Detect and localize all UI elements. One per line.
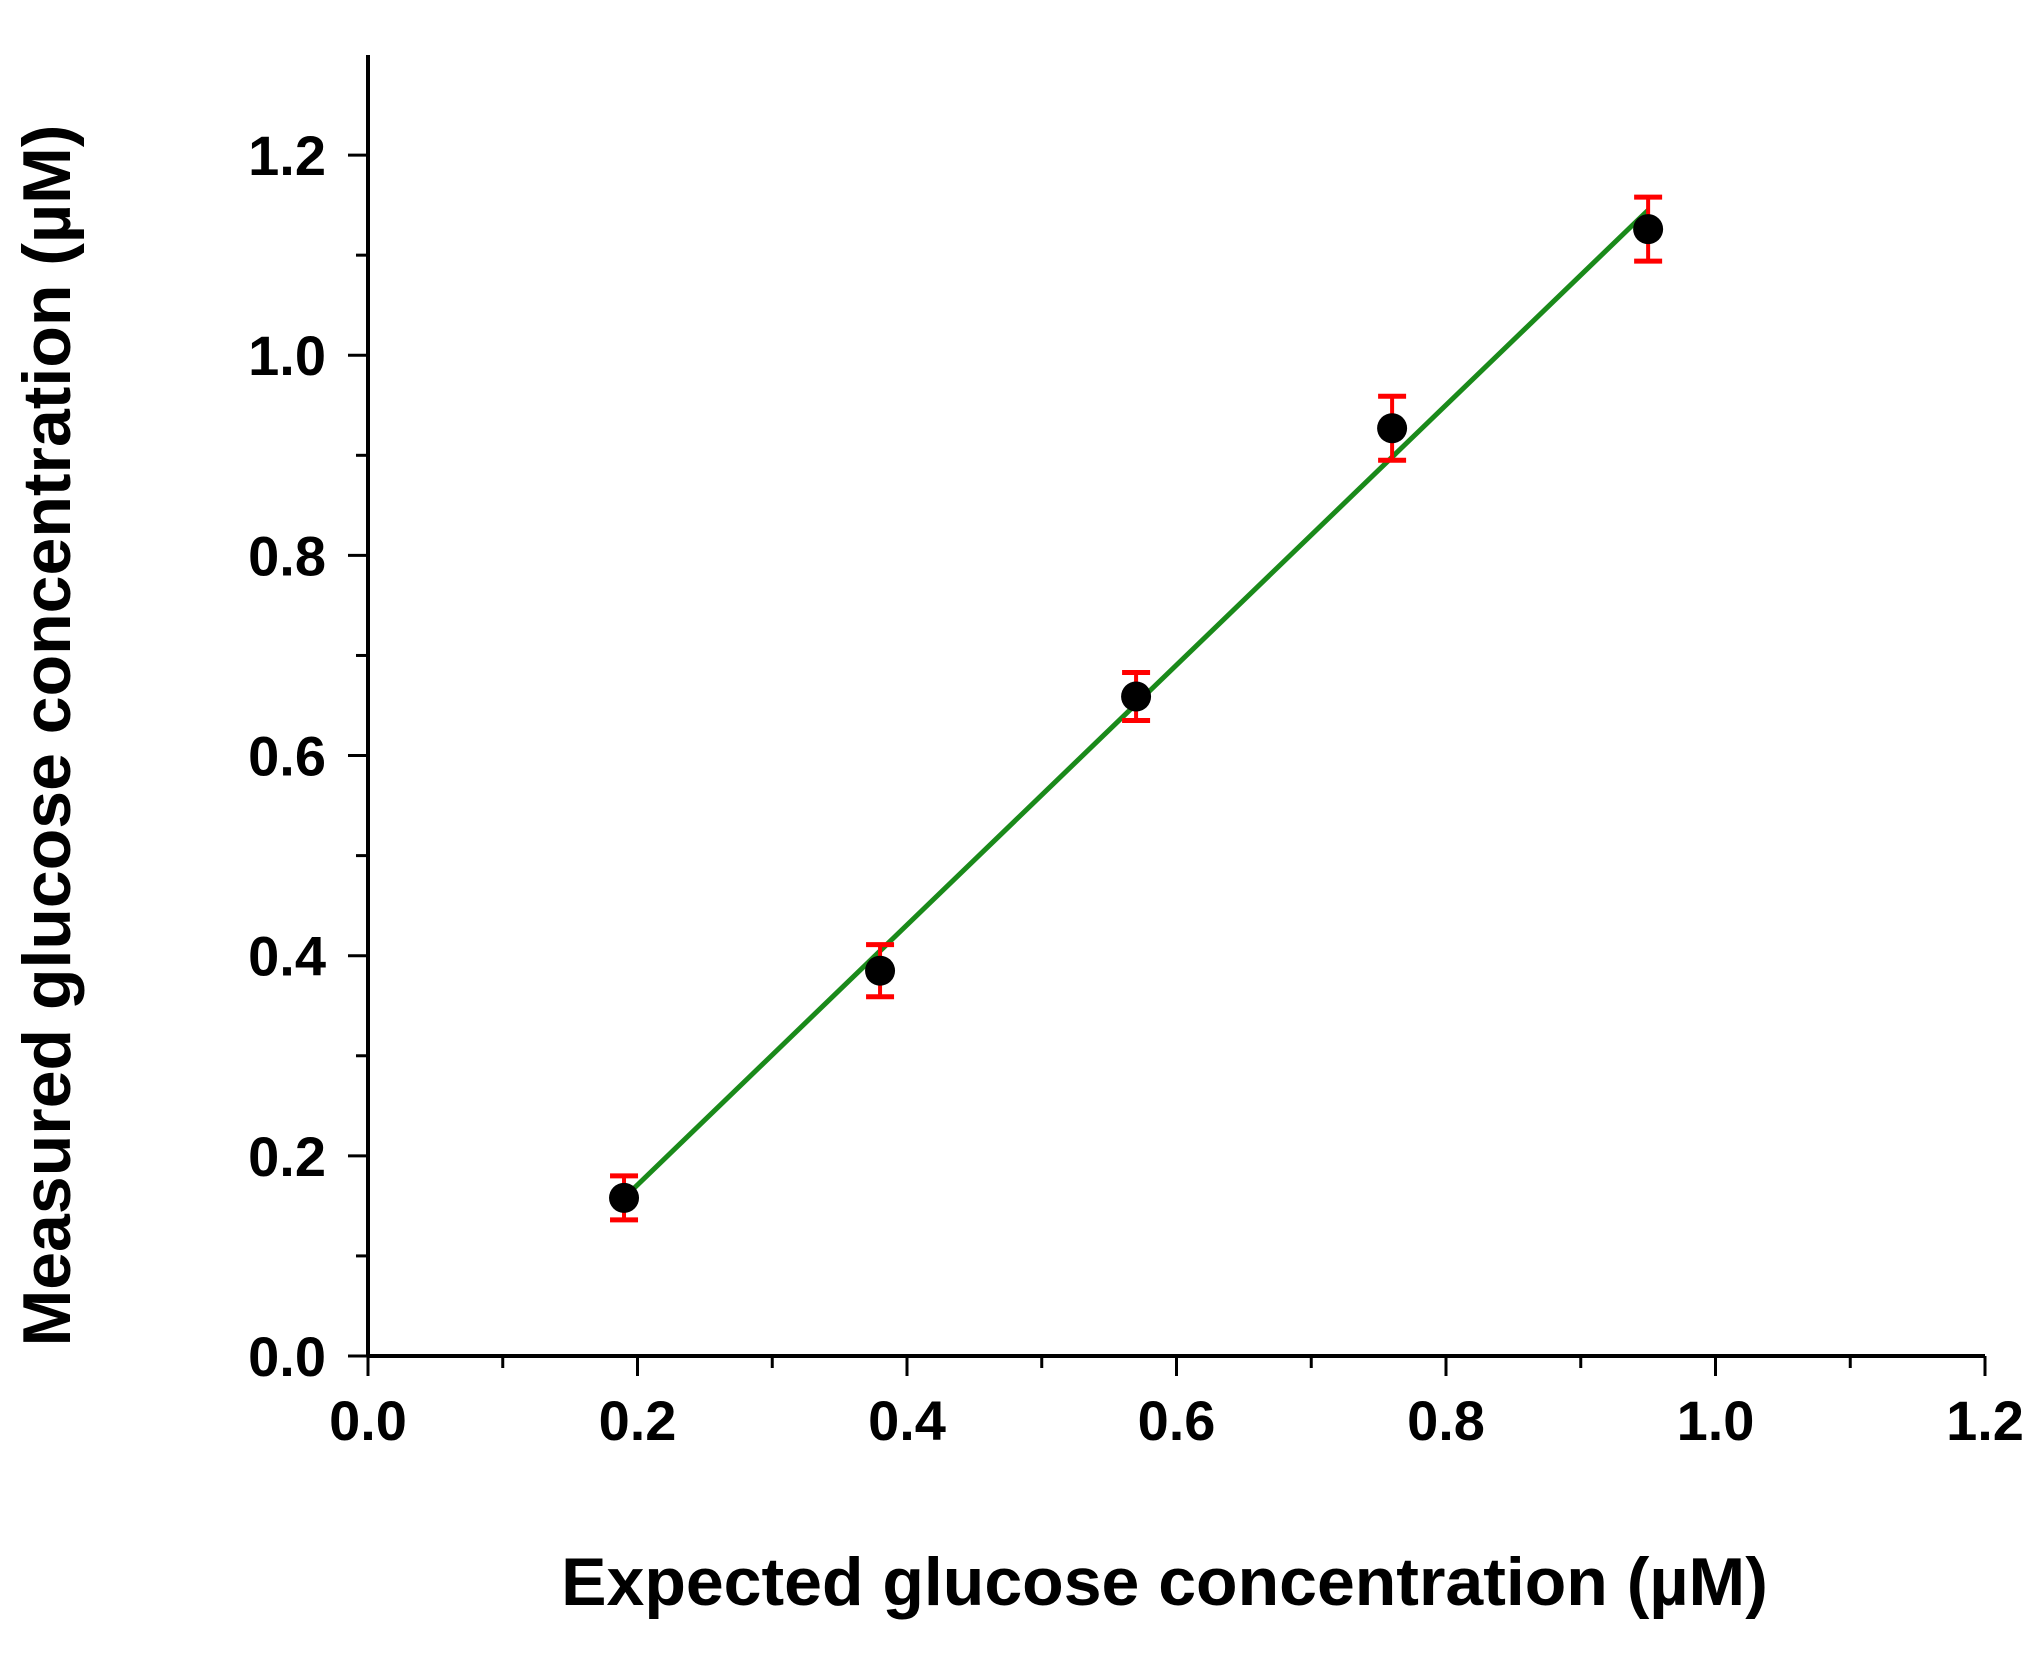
axes bbox=[348, 55, 1987, 1376]
data-point bbox=[1633, 214, 1664, 245]
data-point bbox=[865, 955, 896, 986]
x-tick-label: 0.4 bbox=[868, 1389, 946, 1452]
x-tick-label: 0.0 bbox=[329, 1389, 407, 1452]
y-tick-label: 0.8 bbox=[248, 524, 326, 587]
data-point bbox=[1121, 681, 1152, 712]
data-point bbox=[609, 1182, 640, 1213]
x-tick-label: 1.0 bbox=[1677, 1389, 1755, 1452]
y-tick-label: 1.2 bbox=[248, 124, 326, 187]
x-tick-label: 0.2 bbox=[599, 1389, 677, 1452]
x-tick-label: 0.6 bbox=[1138, 1389, 1216, 1452]
y-tick-label: 1.0 bbox=[248, 324, 326, 387]
y-tick-labels: 0.0 0.2 0.4 0.6 0.8 1.0 1.2 bbox=[248, 124, 326, 1388]
y-tick-label: 0.2 bbox=[248, 1125, 326, 1188]
y-tick-label: 0.6 bbox=[248, 725, 326, 788]
x-tick-label: 1.2 bbox=[1946, 1389, 2024, 1452]
x-axis-title: Expected glucose concentration (µM) bbox=[561, 1544, 1768, 1620]
data-point bbox=[1377, 413, 1408, 444]
y-axis-title: Measured glucose concentration (µM) bbox=[9, 125, 85, 1347]
x-tick-labels: 0.0 0.2 0.4 0.6 0.8 1.0 1.2 bbox=[329, 1389, 2024, 1452]
data-points-group bbox=[609, 214, 1664, 1213]
x-tick-label: 0.8 bbox=[1407, 1389, 1485, 1452]
y-tick-label: 0.4 bbox=[248, 925, 326, 988]
y-tick-label: 0.0 bbox=[248, 1325, 326, 1388]
